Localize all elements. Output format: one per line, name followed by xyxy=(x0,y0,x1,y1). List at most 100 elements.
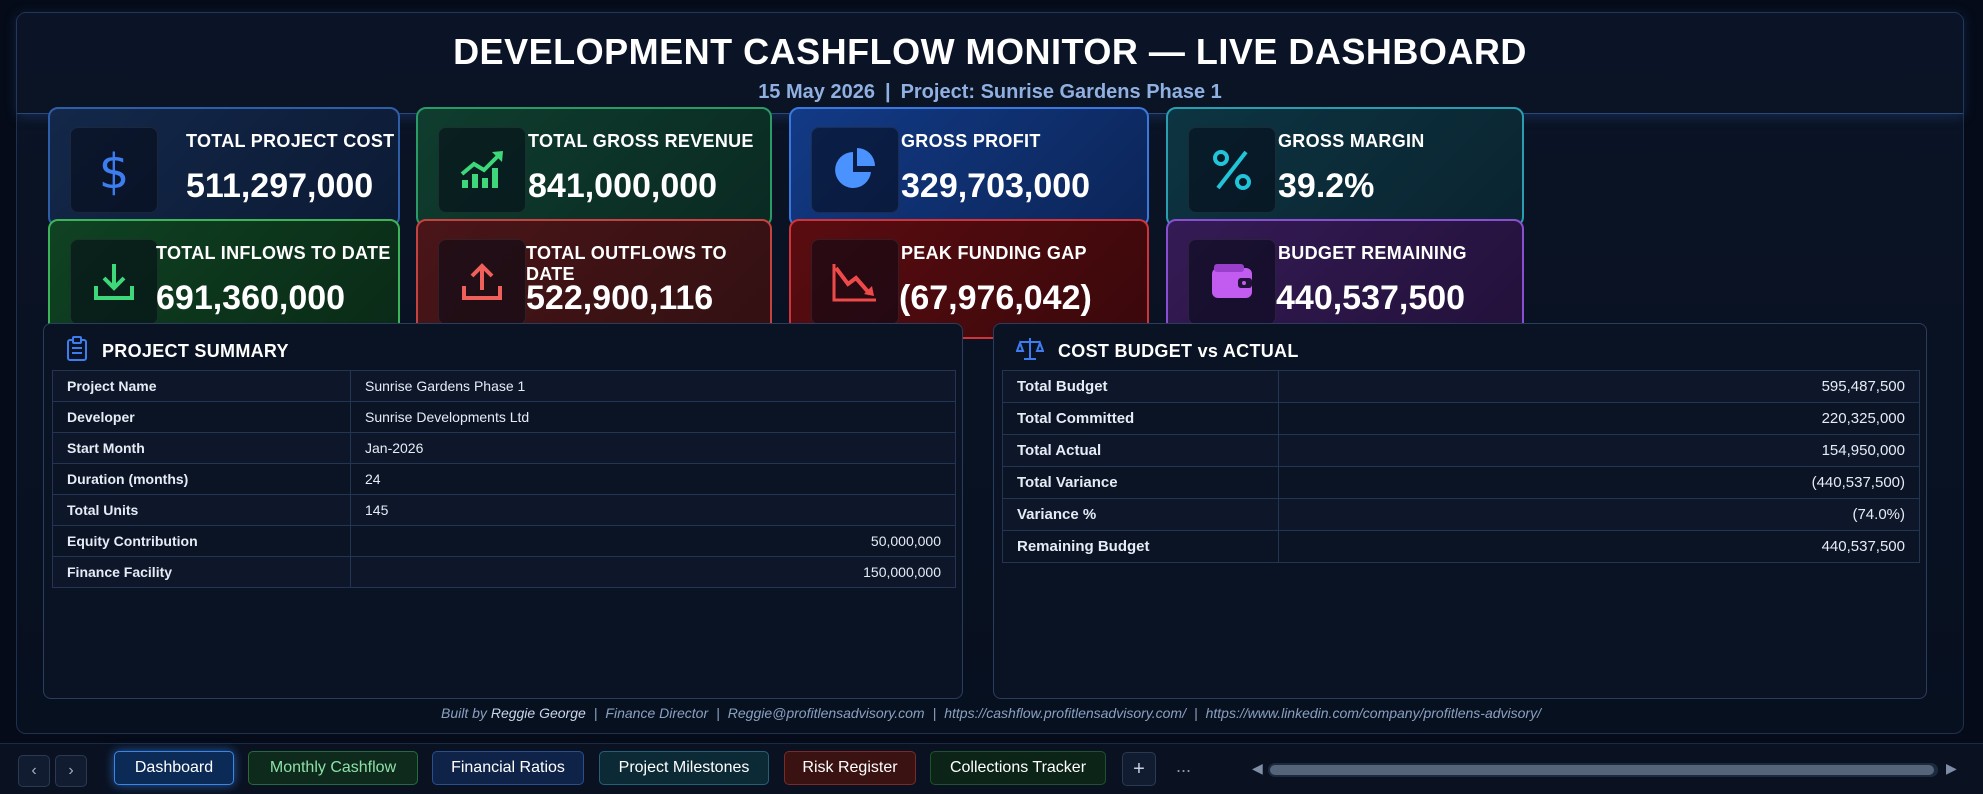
kpi-label: BUDGET REMAINING xyxy=(1278,243,1467,263)
scales-icon xyxy=(1015,336,1045,367)
plus-icon: + xyxy=(1133,757,1145,780)
project-name: Project: Sunrise Gardens Phase 1 xyxy=(900,81,1222,103)
scroll-right-icon[interactable]: ▶ xyxy=(1946,760,1957,776)
row-value[interactable]: Sunrise Gardens Phase 1 xyxy=(350,370,956,402)
row-value[interactable]: 150,000,000 xyxy=(350,556,956,588)
kpi-label: PEAK FUNDING GAP xyxy=(901,243,1087,263)
row-key: Total Budget xyxy=(1002,370,1279,403)
tab-collections-tracker[interactable]: Collections Tracker xyxy=(930,751,1106,785)
kpi-value: 511,297,000 xyxy=(186,167,374,205)
kpi-value: 329,703,000 xyxy=(901,167,1091,205)
row-value[interactable]: (74.0%) xyxy=(1278,498,1920,531)
row-key: Equity Contribution xyxy=(52,525,351,557)
sheet-tab-bar: ‹ › Dashboard Monthly Cashflow Financial… xyxy=(0,743,1983,794)
row-value[interactable]: 595,487,500 xyxy=(1278,370,1920,403)
dashboard-frame: DEVELOPMENT CASHFLOW MONITOR — LIVE DASH… xyxy=(16,12,1964,734)
kpi-total-inflows: TOTAL INFLOWS TO DATE 691,360,000 xyxy=(48,219,400,339)
row-key: Finance Facility xyxy=(52,556,351,588)
horizontal-scrollbar[interactable] xyxy=(1268,763,1938,777)
footer-linkedin-link[interactable]: https://www.linkedin.com/company/profitl… xyxy=(1205,705,1541,721)
kpi-peak-funding-gap: PEAK FUNDING GAP (67,976,042) xyxy=(789,219,1149,339)
page-subtitle: 15 May 2026 | Project: Sunrise Gardens Pha… xyxy=(17,81,1963,104)
row-key: Total Units xyxy=(52,494,351,526)
download-icon xyxy=(70,239,158,325)
tab-project-milestones[interactable]: Project Milestones xyxy=(599,751,769,785)
row-value[interactable]: 440,537,500 xyxy=(1278,530,1920,563)
trend-down-icon xyxy=(811,239,899,325)
table-row: Total Variance (440,537,500) xyxy=(1002,466,1920,499)
prev-sheet-button[interactable]: ‹ xyxy=(18,755,50,787)
footer-role: Finance Director xyxy=(605,705,709,721)
kpi-label: TOTAL GROSS REVENUE xyxy=(528,131,754,151)
table-row: Equity Contribution 50,000,000 xyxy=(52,525,956,557)
panel-title: COST BUDGET vs ACTUAL xyxy=(1058,341,1299,361)
dollar-icon: $ xyxy=(70,127,158,213)
row-value[interactable]: 50,000,000 xyxy=(350,525,956,557)
kpi-gross-profit: GROSS PROFIT 329,703,000 xyxy=(789,107,1149,227)
pie-chart-icon xyxy=(811,127,899,213)
project-summary-panel: PROJECT SUMMARY Project Name Sunrise Gard… xyxy=(43,323,963,699)
kpi-value: (67,976,042) xyxy=(899,279,1092,317)
cost-budget-panel: COST BUDGET vs ACTUAL Total Budget 595,48… xyxy=(993,323,1927,699)
row-value[interactable]: 24 xyxy=(350,463,956,495)
footer-built-by: Built by xyxy=(441,705,487,721)
row-key: Developer xyxy=(52,401,351,433)
kpi-label: TOTAL INFLOWS TO DATE xyxy=(156,243,391,263)
footer-sep: | xyxy=(716,705,720,721)
footer-sep: | xyxy=(593,705,598,721)
row-value[interactable]: 220,325,000 xyxy=(1278,402,1920,435)
chevron-right-icon: › xyxy=(68,762,74,779)
percent-icon xyxy=(1188,127,1276,213)
kpi-label: GROSS PROFIT xyxy=(901,131,1041,151)
subtitle-separator: | xyxy=(884,81,891,103)
table-row: Total Committed 220,325,000 xyxy=(1002,402,1920,435)
row-key: Total Committed xyxy=(1002,402,1279,435)
table-row: Remaining Budget 440,537,500 xyxy=(1002,530,1920,563)
table-row: Variance % (74.0%) xyxy=(1002,498,1920,531)
row-value[interactable]: Sunrise Developments Ltd xyxy=(350,401,956,433)
kpi-gross-margin: GROSS MARGIN 39.2% xyxy=(1166,107,1524,227)
kpi-total-gross-revenue: TOTAL GROSS REVENUE 841,000,000 xyxy=(416,107,772,227)
footer-sep: | xyxy=(1193,705,1198,721)
kpi-total-outflows: TOTAL OUTFLOWS TO DATE 522,900,116 xyxy=(416,219,772,339)
kpi-value: 440,537,500 xyxy=(1276,279,1466,317)
page-title: DEVELOPMENT CASHFLOW MONITOR — LIVE DASH… xyxy=(453,31,1527,72)
row-key: Duration (months) xyxy=(52,463,351,495)
table-row: Total Budget 595,487,500 xyxy=(1002,370,1920,403)
row-key: Project Name xyxy=(52,370,351,402)
footer-credits: Built by Reggie George | Finance Director |… xyxy=(17,705,1965,721)
row-value[interactable]: (440,537,500) xyxy=(1278,466,1920,499)
kpi-total-project-cost: $ TOTAL PROJECT COST 511,297,000 xyxy=(48,107,400,227)
kpi-label: TOTAL OUTFLOWS TO DATE xyxy=(526,243,727,284)
scroll-left-icon[interactable]: ◀ xyxy=(1252,760,1263,776)
table-row: Total Units 145 xyxy=(52,494,956,526)
row-value[interactable]: Jan-2026 xyxy=(350,432,956,464)
tab-financial-ratios[interactable]: Financial Ratios xyxy=(432,751,584,785)
kpi-label: TOTAL PROJECT COST xyxy=(186,131,395,151)
footer-email-link[interactable]: Reggie@profitlensadvisory.com xyxy=(727,705,925,721)
row-key: Total Actual xyxy=(1002,434,1279,467)
scrollbar-thumb[interactable] xyxy=(1270,765,1934,775)
footer-site-link[interactable]: https://cashflow.profitlensadvisory.com/ xyxy=(944,705,1186,721)
row-key: Variance % xyxy=(1002,498,1279,531)
row-value[interactable]: 145 xyxy=(350,494,956,526)
row-value[interactable]: 154,950,000 xyxy=(1278,434,1920,467)
add-sheet-button[interactable]: + xyxy=(1122,752,1156,786)
table-row: Finance Facility 150,000,000 xyxy=(52,556,956,588)
report-date: 15 May 2026 xyxy=(758,81,875,103)
row-key: Total Variance xyxy=(1002,466,1279,499)
tab-monthly-cashflow[interactable]: Monthly Cashflow xyxy=(248,751,418,785)
more-sheets-button[interactable]: ... xyxy=(1176,756,1192,776)
row-key: Start Month xyxy=(52,432,351,464)
trend-up-icon xyxy=(438,127,526,213)
tab-dashboard[interactable]: Dashboard xyxy=(114,751,234,785)
tab-risk-register[interactable]: Risk Register xyxy=(784,751,916,785)
row-key: Remaining Budget xyxy=(1002,530,1279,563)
panel-title: PROJECT SUMMARY xyxy=(102,341,289,361)
table-row: Developer Sunrise Developments Ltd xyxy=(52,401,956,433)
next-sheet-button[interactable]: › xyxy=(55,755,87,787)
kpi-value: 39.2% xyxy=(1278,167,1375,205)
kpi-label: GROSS MARGIN xyxy=(1278,131,1425,151)
table-row: Project Name Sunrise Gardens Phase 1 xyxy=(52,370,956,402)
chevron-left-icon: ‹ xyxy=(31,762,37,779)
